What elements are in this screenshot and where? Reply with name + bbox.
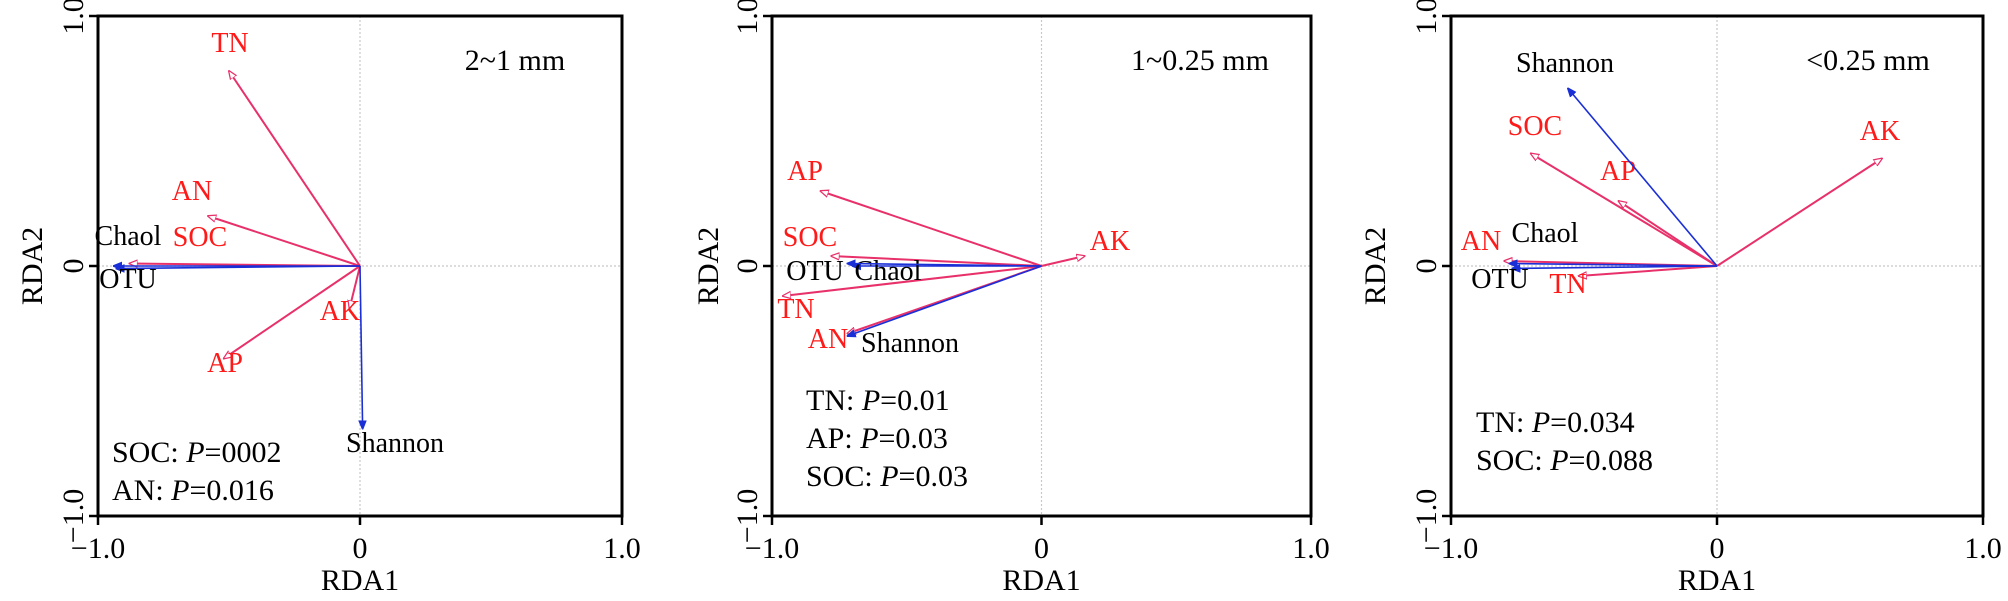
y-tick-label: −1.0 [1410,489,1443,543]
y-axis-title: RDA2 [16,227,49,305]
vector-label-ak: AK [1090,226,1130,257]
panel-size-label: 2~1 mm [465,44,565,77]
y-tick-label: −1.0 [731,489,764,543]
vector-ak [350,265,361,309]
vector-label-tn: TN [777,294,814,325]
y-tick-label: 1.0 [1410,0,1443,35]
stat-line: TN: P=0.01 [806,384,950,417]
x-tick-label: −1.0 [71,532,125,565]
vector-label-otu: OTU [786,256,844,287]
x-axis-title: RDA1 [1678,564,1756,597]
vector-label-chaol: Chaol [95,221,162,252]
x-axis-title: RDA1 [321,564,399,597]
x-tick-label: −1.0 [745,532,799,565]
vector-label-an: AN [808,324,848,355]
vector-label-chaol: Chaol [855,256,922,287]
vector-shannon [360,265,363,429]
vector-otu [1512,266,1718,269]
y-tick-label: 1.0 [731,0,764,35]
stat-line: SOC: P=0.03 [806,460,968,493]
stat-line: SOC: P=0002 [112,436,281,469]
vector-label-ap: AP [207,348,243,379]
vector-label-tn: TN [211,28,248,59]
vector-ap [1619,201,1718,267]
y-axis-title: RDA2 [1359,227,1392,305]
vector-label-shannon: Shannon [861,328,959,359]
stat-line: AP: P=0.03 [806,422,948,455]
x-tick-label: 1.0 [603,532,641,565]
vector-label-ak: AK [1860,116,1900,147]
y-axis-title: RDA2 [692,227,725,305]
y-tick-label: 0 [1410,259,1443,274]
rda-panel-1: −1.0 0 1.0 −1.0 0 1.0 RDA1 RDA2 2~1 mm TN AN SOC AP A… [16,0,641,597]
panel-size-label: 1~0.25 mm [1131,44,1269,77]
vector-ak [1041,256,1085,267]
vector-tn [1579,265,1718,276]
vector-ap [821,191,1042,267]
x-axis-title: RDA1 [1002,564,1080,597]
x-tick-label: 1.0 [1292,532,1330,565]
vector-label-tn: TN [1549,269,1586,300]
y-tick-label: 0 [57,259,90,274]
vector-tn [783,265,1042,296]
stat-line: SOC: P=0.088 [1476,444,1653,477]
y-tick-label: 1.0 [57,0,90,35]
vector-an [208,216,361,267]
x-tick-label: −1.0 [1424,532,1478,565]
vector-shannon [1568,89,1718,267]
vector-label-soc: SOC [173,222,227,253]
vector-label-an: AN [172,176,212,207]
vector-label-soc: SOC [783,222,837,253]
vector-label-otu: OTU [99,264,157,295]
y-tick-label: −1.0 [57,489,90,543]
x-tick-label: 0 [1034,532,1049,565]
vector-soc [1531,154,1718,267]
vector-otu [847,264,1042,267]
vector-label-soc: SOC [1508,111,1562,142]
vector-label-chaol: Chaol [1512,218,1579,249]
stat-line: AN: P=0.016 [112,474,274,507]
vector-label-otu: OTU [1471,264,1529,295]
panel-size-label: <0.25 mm [1806,44,1930,77]
vector-label-ap: AP [1600,156,1636,187]
vector-label-ap: AP [787,156,823,187]
vector-soc [831,256,1042,267]
vector-otu [116,266,361,269]
rda-panel-2: −1.0 0 1.0 −1.0 0 1.0 RDA1 RDA2 1~0.25 mm AP SOC TN… [692,0,1330,597]
x-tick-label: 1.0 [1964,532,2002,565]
vector-label-shannon: Shannon [1516,48,1614,79]
vector-chaol [1510,264,1718,267]
vector-tn [229,71,361,267]
vector-label-shannon: Shannon [346,428,444,459]
x-tick-label: 0 [1710,532,1725,565]
x-tick-label: 0 [353,532,368,565]
vector-shannon [847,265,1042,336]
stat-line: TN: P=0.034 [1476,406,1635,439]
rda-panel-3: −1.0 0 1.0 −1.0 0 1.0 RDA1 RDA2 <0.25 mm SOC AP AK A… [1359,0,2002,597]
vector-label-an: AN [1461,226,1501,257]
vector-ap [224,265,361,359]
vector-ak [1716,159,1882,267]
y-tick-label: 0 [731,259,764,274]
vector-label-ak: AK [320,296,360,327]
